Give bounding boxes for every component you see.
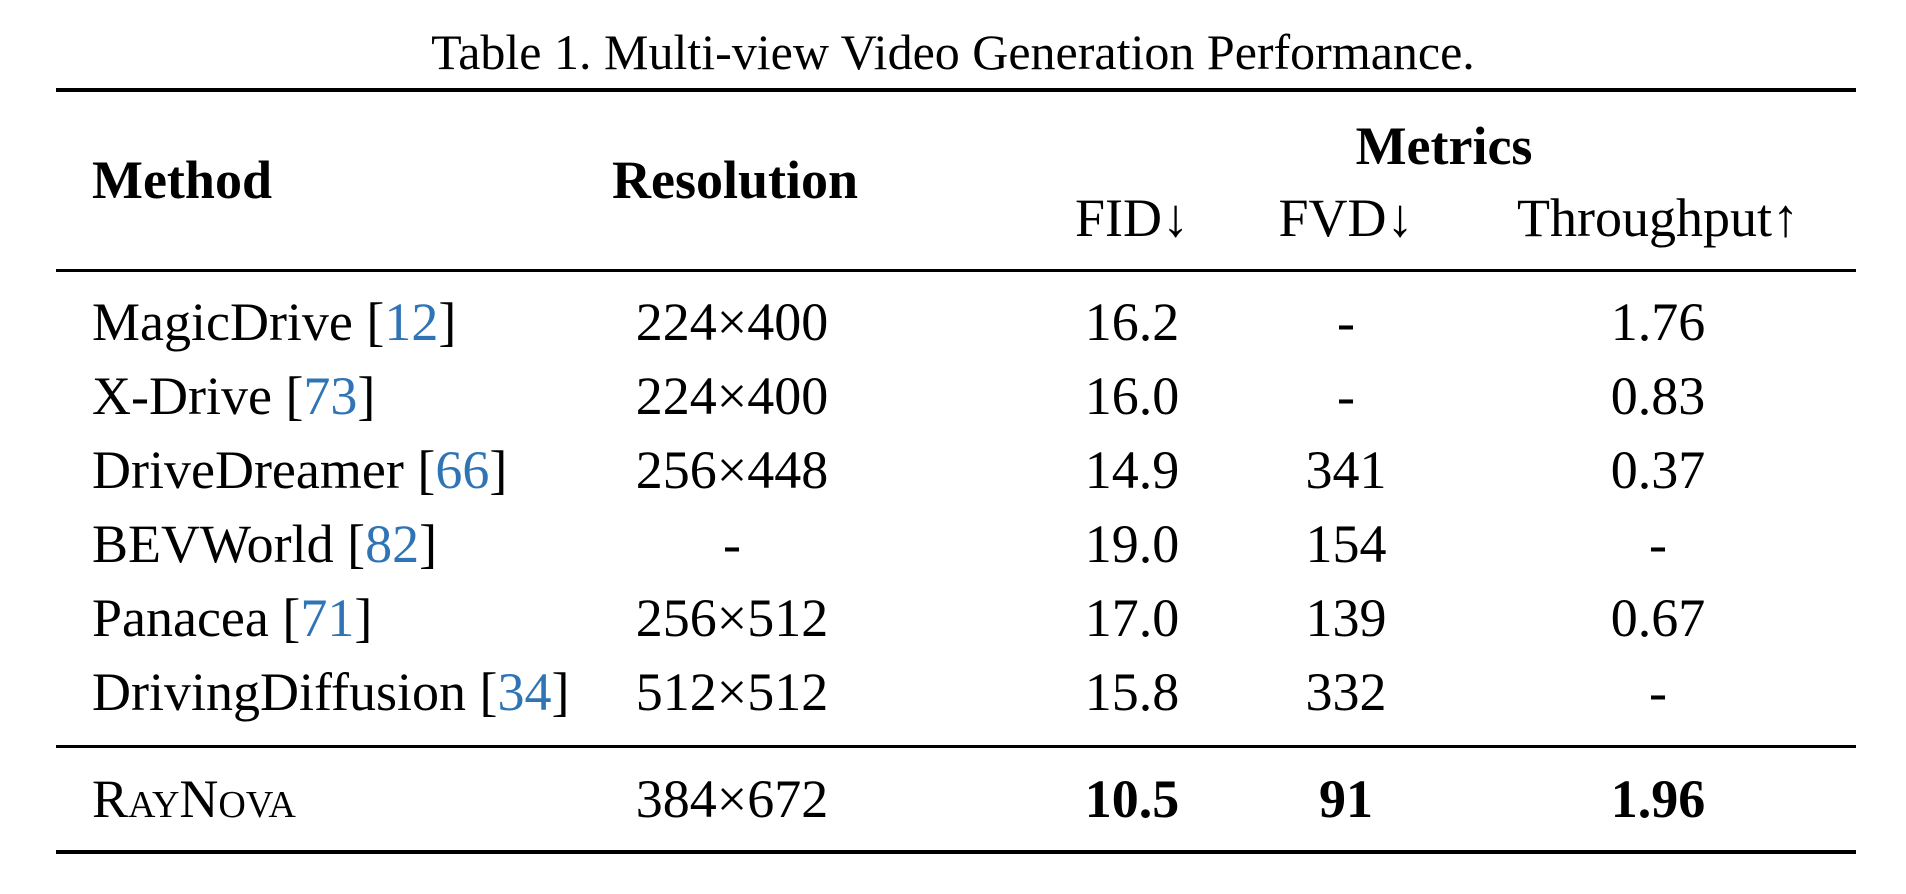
header-resolution: Resolution — [612, 150, 859, 210]
ours-fid: 10.5 — [1084, 769, 1180, 829]
ours-fvd: 91 — [1319, 769, 1373, 829]
fvd-cell: - — [1337, 366, 1355, 426]
resolution-cell: 256×448 — [635, 440, 829, 500]
table-row-method: DriveDreamer [66] — [92, 440, 508, 500]
method-name: DriveDreamer — [92, 440, 404, 500]
fid-cell: 17.0 — [1084, 588, 1180, 648]
citation-link[interactable]: 66 — [435, 440, 490, 500]
citation-link[interactable]: 34 — [497, 662, 552, 722]
throughput-cell: 0.67 — [1610, 588, 1706, 648]
resolution-cell: 256×512 — [635, 588, 829, 648]
throughput-cell: - — [1649, 514, 1667, 574]
method-name: X-Drive — [92, 366, 272, 426]
table-row-method: Panacea [71] — [92, 588, 373, 648]
table-row-method: BEVWorld [82] — [92, 514, 438, 574]
throughput-cell: 0.37 — [1610, 440, 1706, 500]
method-name: Panacea — [92, 588, 269, 648]
resolution-cell: 224×400 — [635, 292, 829, 352]
citation-link[interactable]: 71 — [300, 588, 355, 648]
ours-method: RayNova — [92, 769, 296, 829]
fvd-cell: 332 — [1305, 662, 1387, 722]
throughput-cell: 0.83 — [1610, 366, 1706, 426]
fid-cell: 15.8 — [1084, 662, 1180, 722]
header-fid: FID↓ — [1074, 188, 1189, 248]
bottom-rule — [56, 850, 1856, 854]
header-rule — [56, 269, 1856, 272]
fvd-cell: 154 — [1305, 514, 1387, 574]
header-throughput: Throughput↑ — [1517, 188, 1799, 248]
resolution-cell: 224×400 — [635, 366, 829, 426]
ours-resolution: 384×672 — [635, 769, 829, 829]
citation-link[interactable]: 82 — [365, 514, 420, 574]
method-name: DrivingDiffusion — [92, 662, 466, 722]
fid-cell: 19.0 — [1084, 514, 1180, 574]
resolution-cell: 512×512 — [635, 662, 829, 722]
top-rule — [56, 88, 1856, 92]
throughput-cell: 1.76 — [1610, 292, 1706, 352]
fid-cell: 16.0 — [1084, 366, 1180, 426]
citation-link[interactable]: 73 — [303, 366, 358, 426]
method-name: BEVWorld — [92, 514, 334, 574]
fid-cell: 16.2 — [1084, 292, 1180, 352]
table-row-method: MagicDrive [12] — [92, 292, 457, 352]
citation-link[interactable]: 12 — [384, 292, 439, 352]
header-fvd: FVD↓ — [1278, 188, 1414, 248]
ours-throughput: 1.96 — [1610, 769, 1706, 829]
fid-cell: 14.9 — [1084, 440, 1180, 500]
resolution-cell: - — [723, 514, 741, 574]
table-row-method: X-Drive [73] — [92, 366, 376, 426]
method-name: MagicDrive — [92, 292, 353, 352]
header-method: Method — [92, 150, 272, 210]
header-metrics: Metrics — [1355, 116, 1533, 176]
table-row-method: DrivingDiffusion [34] — [92, 662, 570, 722]
table-caption: Table 1. Multi-view Video Generation Per… — [431, 24, 1475, 80]
fvd-cell: 139 — [1305, 588, 1387, 648]
throughput-cell: - — [1649, 662, 1667, 722]
body-rule — [56, 745, 1856, 748]
fvd-cell: - — [1337, 292, 1355, 352]
fvd-cell: 341 — [1305, 440, 1387, 500]
